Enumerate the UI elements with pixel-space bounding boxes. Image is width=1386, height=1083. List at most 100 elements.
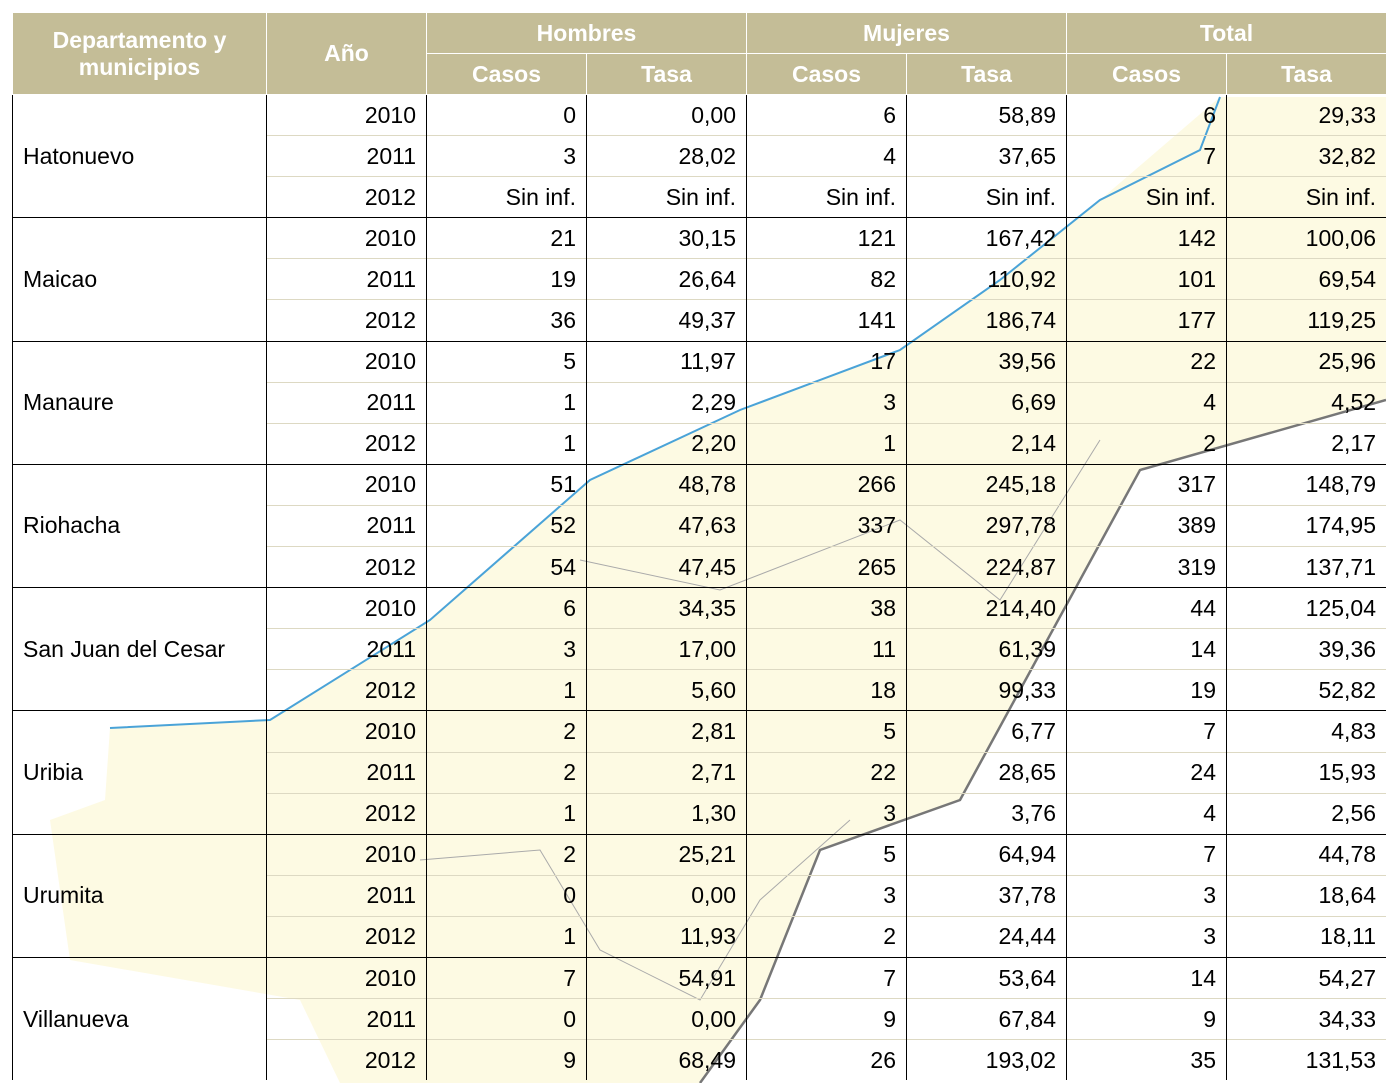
table-row: 2011 52 47,63 337 297,78 389 174,95 (13, 504, 1386, 547)
sub-header: Casos (426, 53, 587, 95)
cell: 193,02 (906, 1039, 1068, 1081)
cell: 5 (746, 710, 908, 752)
group-header: Hombres (425, 12, 748, 54)
header-row: Departamento y municipios Año Hombres Mujer… (12, 12, 1386, 95)
cell: 2012 (266, 669, 427, 711)
cell: Sin inf. (426, 176, 587, 218)
cell: 2011 (266, 258, 427, 300)
cell: 34,35 (585, 587, 748, 629)
cell: 297,78 (906, 504, 1068, 547)
cell: 119,25 (1226, 299, 1386, 342)
cell: 142 (1066, 217, 1228, 259)
cell: 6 (426, 587, 587, 629)
cell: 47,45 (585, 546, 748, 588)
cell: 52,82 (1226, 669, 1386, 711)
cell: 36 (426, 299, 587, 342)
cell: 22 (746, 751, 908, 794)
cell: 14 (1066, 628, 1228, 670)
cell: 32,82 (1226, 135, 1386, 177)
cell: 7 (1066, 135, 1228, 177)
header-row: Casos Tasa Casos Tasa Casos Tasa (13, 53, 1386, 95)
cell: 9 (426, 1039, 587, 1081)
cell: 61,39 (906, 628, 1068, 670)
cell: 141 (746, 299, 908, 342)
table-row: Hatonuevo 2010 0 0,00 6 58,89 6 29,33 (12, 93, 1386, 218)
cell: 2010 (266, 587, 427, 629)
table-row: 2012 9 68,49 26 193,02 35 131,53 (13, 1039, 1386, 1081)
group-header: Mujeres (746, 12, 1068, 54)
cell: 0,00 (585, 874, 748, 917)
cell: 101 (1066, 258, 1228, 300)
sub-header: Tasa (1226, 53, 1386, 95)
cell: 2 (426, 710, 587, 752)
cell: 2,17 (1226, 422, 1386, 465)
cell: 14 (1066, 956, 1228, 999)
municipality: Manaure (12, 340, 267, 465)
table-header: Departamento y municipios Año Hombres Mujer… (12, 12, 1386, 95)
cell: 67,84 (906, 998, 1068, 1040)
cell: 49,37 (585, 299, 748, 342)
cell: 186,74 (906, 299, 1068, 342)
cell: 3 (1066, 915, 1228, 958)
cell: 38 (746, 587, 908, 629)
cell: 28,65 (906, 751, 1068, 794)
cell: 4,52 (1226, 381, 1386, 424)
cell: 17,00 (585, 628, 748, 670)
cell: 4 (746, 135, 908, 177)
cell: 44,78 (1226, 833, 1386, 876)
cell: 26 (746, 1039, 908, 1081)
cell: 2012 (266, 422, 427, 465)
cell: 21 (426, 217, 587, 259)
cell: 174,95 (1226, 504, 1386, 547)
municipality: Villanueva (12, 956, 267, 1081)
table-row: 2011 1 2,29 3 6,69 4 4,52 (13, 381, 1386, 424)
cell: 1 (426, 915, 587, 958)
cell: 30,15 (585, 217, 748, 259)
cell: 53,64 (906, 956, 1068, 999)
cell: 2 (426, 751, 587, 794)
cell: 0 (426, 93, 587, 136)
cell: 7 (746, 956, 908, 999)
municipality: Uribia (12, 710, 267, 835)
cell: 29,33 (1226, 93, 1386, 136)
cell: 2,71 (585, 751, 748, 794)
cell: 3 (426, 135, 587, 177)
cell: 0,00 (585, 93, 748, 136)
cell: 54,27 (1226, 956, 1386, 999)
header-cell: Año (266, 12, 427, 95)
cell: 19 (426, 258, 587, 300)
cell: Sin inf. (585, 176, 748, 218)
cell: 58,89 (906, 93, 1068, 136)
cell: 68,49 (585, 1039, 748, 1081)
table-row: 2012 54 47,45 265 224,87 319 137,71 (13, 546, 1386, 588)
sub-header: Tasa (906, 53, 1068, 95)
cell: 3 (746, 792, 908, 835)
cell: Sin inf. (746, 176, 908, 218)
cell: 69,54 (1226, 258, 1386, 300)
cell: 54,91 (585, 956, 748, 999)
cell: 2 (1066, 422, 1228, 465)
sub-header: Casos (1066, 53, 1228, 95)
cell: 224,87 (906, 546, 1068, 588)
cell: 2010 (266, 217, 427, 259)
cell: 11,93 (585, 915, 748, 958)
municipality: San Juan del Cesar (12, 587, 267, 711)
cell: 7 (426, 956, 587, 999)
table-row: 2011 2 2,71 22 28,65 24 15,93 (13, 751, 1386, 794)
cell: 1 (426, 381, 587, 424)
cell: 2012 (266, 546, 427, 588)
cell: 51 (426, 463, 587, 506)
cell: 6,77 (906, 710, 1068, 752)
cell: 18,11 (1226, 915, 1386, 958)
cell: 2010 (266, 93, 427, 136)
cell: 0,00 (585, 998, 748, 1040)
sub-header: Tasa (585, 53, 748, 95)
table-row: San Juan del Cesar 2010 6 34,35 38 214,40 44 12… (12, 587, 1386, 711)
cell: 34,33 (1226, 998, 1386, 1040)
cell: 19 (1066, 669, 1228, 711)
cell: 35 (1066, 1039, 1228, 1081)
cell: 6,69 (906, 381, 1068, 424)
cell: 265 (746, 546, 908, 588)
cell: 82 (746, 258, 908, 300)
cell: 17 (746, 340, 908, 383)
